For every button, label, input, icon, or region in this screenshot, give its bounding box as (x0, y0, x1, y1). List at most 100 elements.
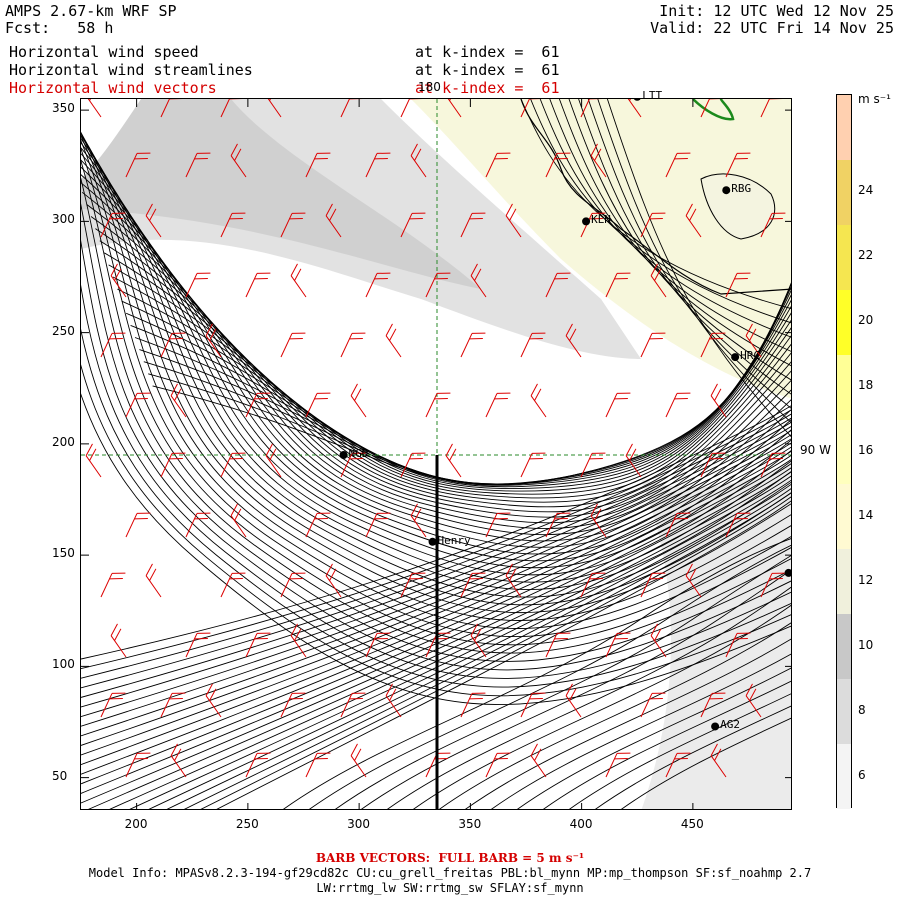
wind-barb (230, 143, 247, 178)
barb-flag (736, 632, 751, 634)
barb-flag (614, 638, 628, 640)
wind-barb (365, 152, 391, 178)
streamline (166, 488, 791, 809)
barb-staff (400, 99, 413, 118)
wind-barb (725, 632, 751, 658)
barb-flag (194, 638, 208, 640)
barb-staff (340, 453, 353, 478)
barb-staff (85, 455, 102, 478)
wind-barb (410, 503, 427, 538)
barb-staff (685, 215, 702, 238)
init-time: Init: 12 UTC Wed 12 Nov 25 (659, 2, 894, 20)
wind-barb (605, 272, 631, 298)
barb-staff (700, 333, 713, 358)
streamline (606, 99, 791, 438)
wind-barb (220, 212, 246, 238)
streamline (387, 586, 791, 809)
barb-flag (136, 152, 151, 154)
streamline (568, 99, 791, 381)
lat-lon-grid (81, 99, 791, 809)
streamline (81, 239, 791, 671)
wind-barb (185, 152, 211, 178)
barb-flag (589, 218, 603, 220)
barb-flag (614, 278, 628, 280)
streamline (117, 288, 791, 492)
wind-barb (245, 392, 271, 418)
barb-flag (734, 278, 748, 280)
barb-flag (736, 272, 751, 274)
barb-staff (425, 393, 438, 418)
wind-barb (460, 332, 486, 358)
wind-barb (110, 263, 127, 298)
colorbar-label: 24 (858, 183, 874, 198)
barb-flag (471, 692, 486, 694)
barb-flag (385, 683, 393, 696)
wind-barb (160, 332, 186, 358)
barb-staff (340, 333, 353, 358)
barb-flag (534, 388, 542, 401)
barb-flag (111, 692, 126, 694)
wind-barb (410, 143, 427, 178)
y-tick-label: 50 (52, 768, 68, 783)
colorbar-segment (837, 549, 851, 615)
wind-barb (425, 272, 451, 298)
streamline (81, 438, 791, 737)
streamline (81, 147, 791, 637)
barb-staff (605, 633, 618, 658)
barb-flag (410, 503, 418, 516)
colorbar-units: m s⁻¹ (858, 92, 891, 106)
streamline (361, 569, 791, 809)
barb-staff (725, 273, 738, 298)
wind-barb (400, 452, 426, 478)
barb-flag (350, 383, 358, 396)
barb-flag (494, 398, 508, 400)
barb-staff (590, 515, 607, 538)
barb-staff (745, 335, 762, 358)
wind-barb (665, 512, 691, 538)
barb-flag (674, 398, 688, 400)
barb-flag (316, 512, 331, 514)
barb-flag (389, 328, 397, 341)
barb-flag (170, 383, 178, 396)
streamline (81, 285, 791, 679)
barb-flag (349, 458, 363, 460)
barb-flag (256, 272, 271, 274)
wind-barb (400, 212, 426, 238)
wind-barb (665, 752, 691, 778)
wind-barb (340, 692, 366, 718)
barb-flag (554, 518, 568, 520)
barb-flag (145, 563, 153, 576)
barb-flag (649, 218, 663, 220)
streamline (549, 99, 791, 352)
barb-staff (505, 215, 522, 238)
field-streamlines-level: at k-index = 61 (415, 61, 560, 79)
barb-flag (409, 218, 423, 220)
wind-barb (365, 512, 391, 538)
barb-staff (245, 273, 258, 298)
wind-barb (220, 572, 246, 598)
barb-flag (110, 623, 118, 636)
streamline (81, 138, 791, 583)
streamline (81, 409, 791, 670)
barb-flag (436, 392, 451, 394)
barb-flag (291, 572, 306, 574)
barb-flag (474, 268, 482, 281)
barb-flag (689, 568, 697, 581)
barb-flag (349, 698, 363, 700)
wind-barb (725, 272, 751, 298)
barb-flag (710, 383, 718, 396)
barb-flag (351, 452, 366, 454)
colorbar-label: 18 (858, 378, 874, 393)
barb-flag (591, 212, 606, 214)
barb-flag (410, 143, 418, 156)
barb-flag (471, 572, 486, 574)
barb-flag (289, 698, 303, 700)
barb-flag (134, 518, 148, 520)
streamline (587, 99, 791, 409)
streamline (81, 174, 791, 542)
wind-barb (245, 272, 271, 298)
barb-staff (425, 273, 438, 298)
barb-flag (674, 158, 688, 160)
barb-flag (649, 578, 663, 580)
wind-barb (350, 383, 367, 418)
